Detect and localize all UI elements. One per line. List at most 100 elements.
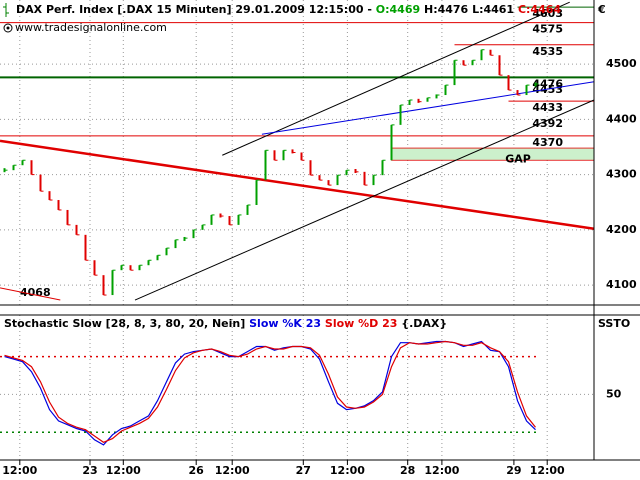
price-bar: [462, 60, 467, 66]
price-bar: [282, 149, 287, 161]
price-panel: GAP460345754535447644534433439243704068: [0, 0, 595, 305]
price-bar: [318, 175, 323, 181]
level-label: 4535: [532, 45, 563, 58]
header-icon: [3, 3, 9, 17]
level-label: 4370: [532, 136, 563, 149]
y-tick-label: 4500: [606, 57, 637, 70]
price-bar: [390, 124, 395, 161]
series-line: [4, 340, 536, 443]
y-tick-label: 4100: [606, 278, 637, 291]
level-label: 4575: [532, 23, 563, 36]
price-bar: [426, 97, 431, 102]
currency: €: [597, 3, 606, 16]
price-bar: [435, 94, 440, 99]
x-tick-label: 12:00: [330, 464, 365, 477]
chart-subtitle: {.DAX}: [401, 317, 447, 330]
y-tick-label: 4400: [606, 112, 637, 125]
level-label: 4068: [20, 286, 51, 299]
price-bar: [165, 247, 170, 256]
price-bar: [210, 214, 215, 225]
price-bar: [156, 254, 161, 261]
trendline: [134, 99, 595, 301]
price-bar: [75, 224, 80, 236]
price-bar: [516, 90, 521, 96]
price-bar: [444, 84, 449, 96]
gap-label: GAP: [505, 153, 531, 166]
x-tick-label: 29: [506, 464, 521, 477]
price-bar: [480, 49, 485, 61]
price-bar: [534, 82, 539, 87]
price-bar: [237, 214, 242, 225]
price-bar: [327, 180, 332, 186]
price-bar: [246, 204, 251, 215]
price-bar: [48, 191, 53, 201]
stochastic-header: Stochastic Slow [28, 8, 3, 80, 20, Nein]…: [4, 317, 447, 330]
price-bar: [138, 264, 143, 271]
y-tick-label: 4200: [606, 223, 637, 236]
x-tick-label: 12:00: [2, 464, 37, 477]
axis-label: SSTO: [598, 317, 630, 330]
price-bar: [12, 164, 17, 171]
stochastic-panel: [0, 315, 594, 460]
quote-value: O:4469: [376, 3, 420, 16]
price-bar: [363, 171, 368, 186]
price-bar: [93, 260, 98, 276]
trendline: [261, 81, 595, 135]
price-bar: [381, 159, 386, 176]
gap-zone: [391, 147, 595, 161]
price-bar: [30, 160, 35, 176]
price-bar: [525, 84, 530, 96]
trendline: [0, 287, 61, 301]
price-bar: [111, 269, 116, 296]
price-bar: [507, 75, 512, 91]
price-bar: [471, 59, 476, 66]
price-bar: [84, 234, 89, 261]
x-tick-label: 28: [400, 464, 415, 477]
trendline: [0, 139, 595, 230]
price-header: DAX Perf. Index [.DAX 15 Minuten] 29.01.…: [16, 3, 561, 16]
price-bar: [255, 179, 260, 205]
price-bar: [183, 236, 188, 241]
x-tick-label: 12:00: [106, 464, 141, 477]
price-bar: [21, 159, 26, 166]
price-bar: [120, 264, 125, 271]
price-bar: [57, 200, 62, 211]
timestamp: 29.01.2009 12:15:00: [235, 3, 363, 16]
quote-value: L:4461: [472, 3, 514, 16]
legend-entry: Slow %K 23: [249, 317, 321, 330]
price-bar: [309, 160, 314, 176]
x-tick-label: 23: [82, 464, 97, 477]
price-bar: [174, 239, 179, 249]
y-tick-label: 50: [606, 387, 622, 400]
price-bar: [264, 149, 269, 181]
price-bar: [489, 49, 494, 56]
quote-value: C:4464: [518, 3, 561, 16]
price-bar: [228, 216, 233, 226]
price-bar: [273, 150, 278, 161]
legend-entry: Slow %D 23: [325, 317, 398, 330]
price-bar: [147, 259, 152, 266]
level-label: 4433: [532, 101, 563, 114]
price-bar: [372, 174, 377, 186]
price-bar: [498, 55, 503, 76]
price-bar: [399, 104, 404, 125]
price-bar: [408, 99, 413, 105]
price-bar: [3, 168, 8, 173]
price-bar: [300, 152, 305, 161]
level-label: 4476: [532, 77, 563, 90]
chart-title: Stochastic Slow [28, 8, 3, 80, 20, Nein]: [4, 317, 245, 330]
x-tick-label: 27: [296, 464, 311, 477]
quote-value: H:4476: [424, 3, 469, 16]
price-bar: [39, 174, 44, 192]
price-bar: [102, 275, 107, 296]
source-icon: [3, 23, 13, 33]
y-tick-label: 4300: [606, 168, 637, 181]
trendline: [222, 1, 570, 156]
price-bar: [345, 169, 350, 176]
x-tick-label: 26: [189, 464, 205, 477]
price-bar: [354, 169, 359, 174]
level-label: 4603: [532, 7, 563, 20]
x-tick-label: 12:00: [530, 464, 565, 477]
